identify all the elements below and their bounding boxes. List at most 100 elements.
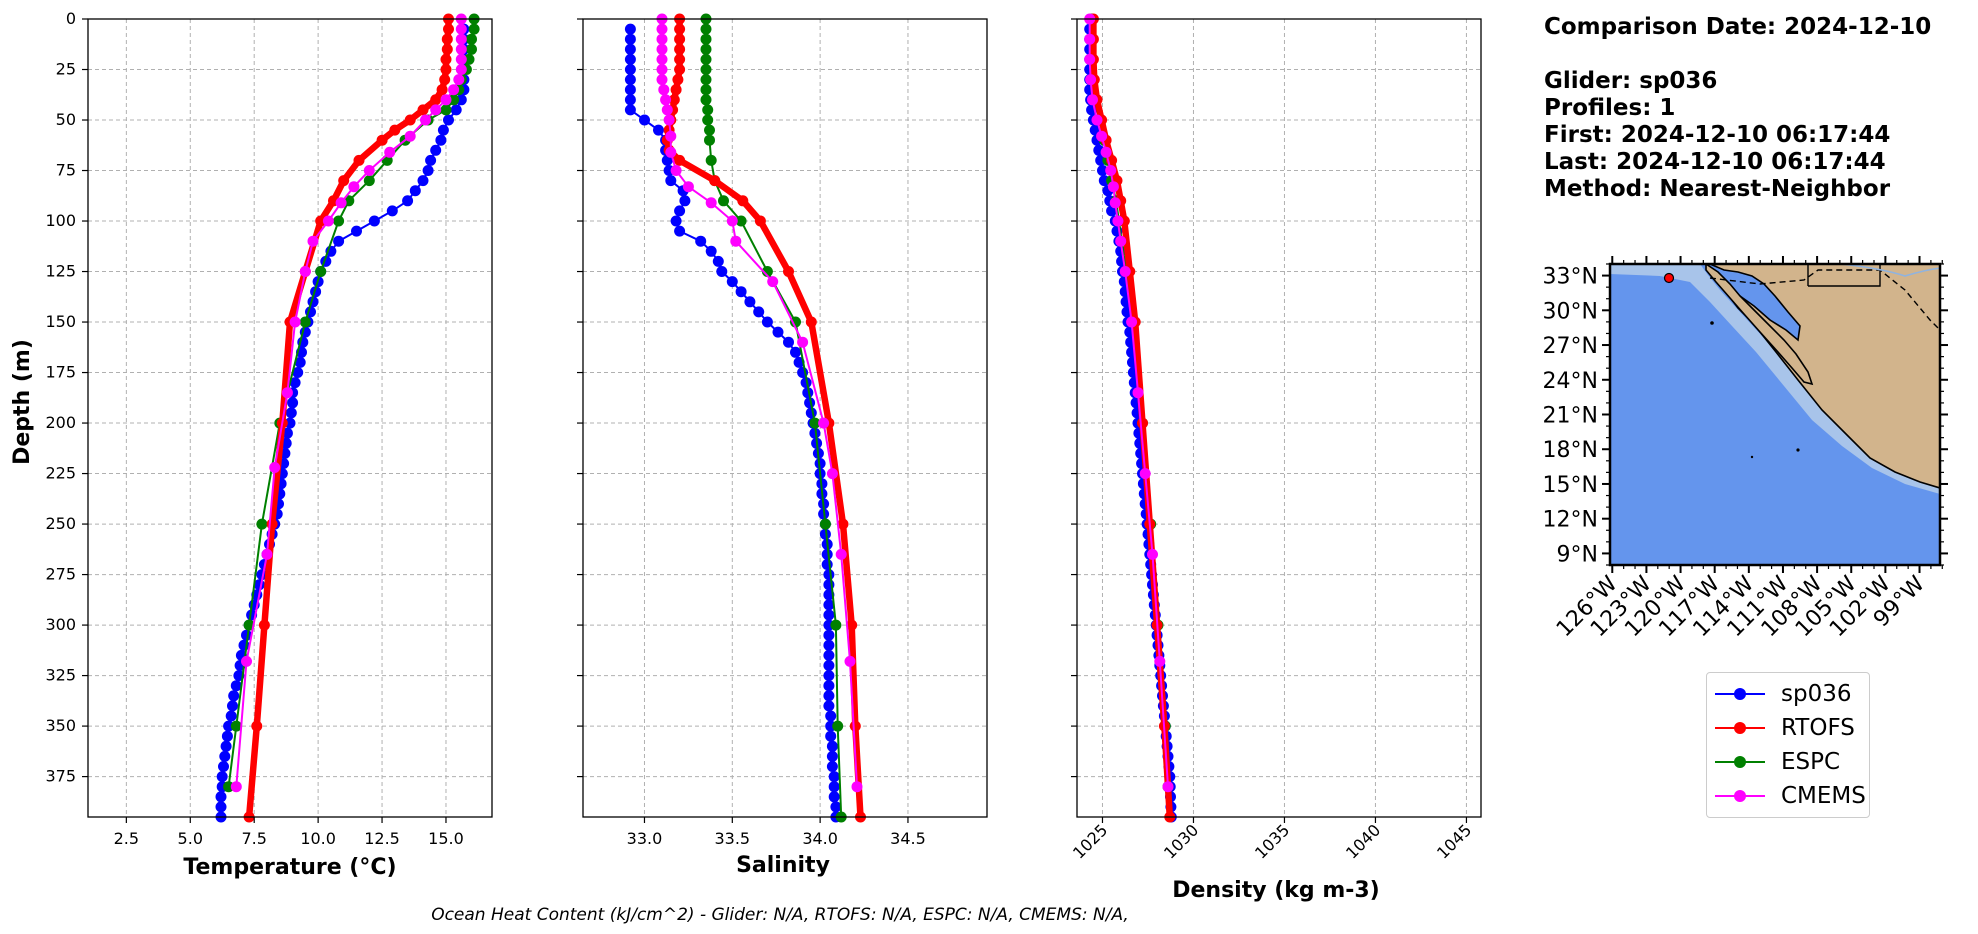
y-tick-label: 150 (45, 312, 76, 331)
data-point-sp036 (292, 367, 304, 378)
data-point-sp036 (753, 306, 765, 318)
data-point-espc (704, 124, 715, 136)
data-point-sp036 (744, 296, 756, 308)
data-point-sp036 (670, 215, 682, 227)
data-point-cmems (1162, 781, 1174, 793)
data-point-cmems (281, 387, 293, 399)
data-point-sp036 (624, 33, 636, 45)
y-tick-label: 175 (45, 363, 76, 382)
data-point-sp036 (823, 569, 835, 581)
data-point-sp036 (695, 235, 707, 247)
legend-item-sp036: sp036 (1715, 679, 1851, 709)
data-point-sp036 (823, 670, 835, 682)
data-point-cmems (289, 316, 301, 328)
data-point-rtofs (353, 154, 365, 166)
data-point-rtofs (674, 33, 686, 45)
data-point-rtofs (837, 518, 849, 530)
data-point-cmems (1105, 165, 1117, 176)
data-point-sp036 (821, 559, 833, 570)
glider-name-text: Glider: sp036 (1544, 68, 1718, 94)
data-point-cmems (335, 197, 347, 209)
data-point-sp036 (716, 266, 728, 277)
data-point-sp036 (227, 700, 238, 712)
data-point-cmems (455, 23, 467, 35)
data-point-sp036 (809, 427, 821, 439)
y-tick-label: 325 (45, 666, 76, 685)
data-point-sp036 (409, 185, 421, 197)
data-point-sp036 (218, 761, 229, 772)
data-point-espc (700, 74, 712, 86)
map-island (1796, 448, 1800, 452)
x-tick-label: 33.5 (714, 829, 750, 848)
data-point-espc (463, 53, 475, 65)
data-point-rtofs (266, 518, 278, 530)
data-point-cmems (726, 215, 738, 227)
data-point-espc (809, 417, 821, 429)
data-point-rtofs (674, 23, 686, 35)
data-point-espc (333, 215, 345, 227)
map-state-line (1807, 264, 1881, 287)
data-point-sp036 (285, 407, 297, 419)
legend-marker-icon (1715, 781, 1765, 811)
data-point-sp036 (826, 750, 838, 762)
legend-label: RTOFS (1781, 715, 1855, 741)
map-island (1710, 321, 1714, 325)
data-point-cmems (656, 23, 668, 35)
data-point-cmems (656, 64, 668, 75)
data-point-rtofs (440, 64, 452, 75)
map-lat-label: 27°N (1543, 334, 1598, 359)
data-point-espc (466, 43, 477, 55)
data-point-cmems (455, 33, 467, 45)
x-tick-label: 1025 (1069, 820, 1111, 862)
data-point-rtofs (439, 74, 451, 86)
data-point-espc (700, 64, 712, 75)
data-point-sp036 (294, 356, 306, 368)
data-point-rtofs (258, 619, 270, 631)
map-lat-label: 9°N (1557, 542, 1598, 567)
map-latitude-ticks: 33°N 30°N 27°N 24°N 21°N 18°N 15°N 12°N 9°N (1543, 263, 1948, 567)
data-point-cmems (1112, 215, 1124, 227)
data-point-sp036 (826, 740, 838, 752)
legend-label: sp036 (1781, 681, 1852, 707)
data-point-cmems (1115, 235, 1127, 247)
data-point-rtofs (670, 84, 682, 96)
data-point-cmems (835, 548, 847, 560)
data-point-espc (702, 114, 714, 126)
data-point-cmems (261, 548, 273, 560)
data-point-cmems (1154, 655, 1166, 667)
density-panel: 1025 1030 1035 1040 1045 (1069, 13, 1482, 863)
map-lat-label: 12°N (1543, 508, 1598, 533)
data-point-rtofs (674, 154, 686, 166)
data-point-cmems (656, 33, 668, 45)
data-point-cmems (661, 104, 673, 116)
map-baja-peninsula (1705, 264, 1814, 386)
data-point-cmems (844, 655, 856, 667)
data-point-sp036 (705, 245, 717, 257)
data-point-espc (448, 94, 460, 106)
data-point-cmems (1109, 197, 1121, 209)
data-point-cmems (404, 130, 416, 142)
data-point-sp036 (425, 154, 437, 166)
data-point-espc (702, 104, 714, 116)
x-tick-label: 33.0 (627, 829, 663, 848)
data-point-sp036 (624, 53, 636, 65)
data-point-sp036 (624, 64, 636, 75)
legend-marker-icon (1715, 747, 1765, 777)
y-tick-label: 25 (56, 60, 76, 79)
data-point-rtofs (674, 53, 686, 65)
data-point-sp036 (735, 286, 747, 298)
data-point-sp036 (823, 680, 835, 692)
y-tick-label: 75 (56, 161, 76, 180)
data-point-cmems (1132, 387, 1144, 399)
data-point-cmems (1084, 33, 1096, 45)
data-point-rtofs (441, 43, 453, 55)
y-tick-label: 300 (45, 615, 76, 634)
data-point-sp036 (221, 730, 233, 742)
profile-count-text: Profiles: 1 (1544, 95, 1676, 121)
x-tick-label: 5.0 (178, 829, 203, 848)
data-point-espc (705, 154, 717, 166)
map-lat-label: 21°N (1543, 404, 1598, 429)
data-point-cmems (384, 146, 396, 158)
data-point-sp036 (823, 639, 835, 651)
data-point-cmems (322, 215, 334, 227)
